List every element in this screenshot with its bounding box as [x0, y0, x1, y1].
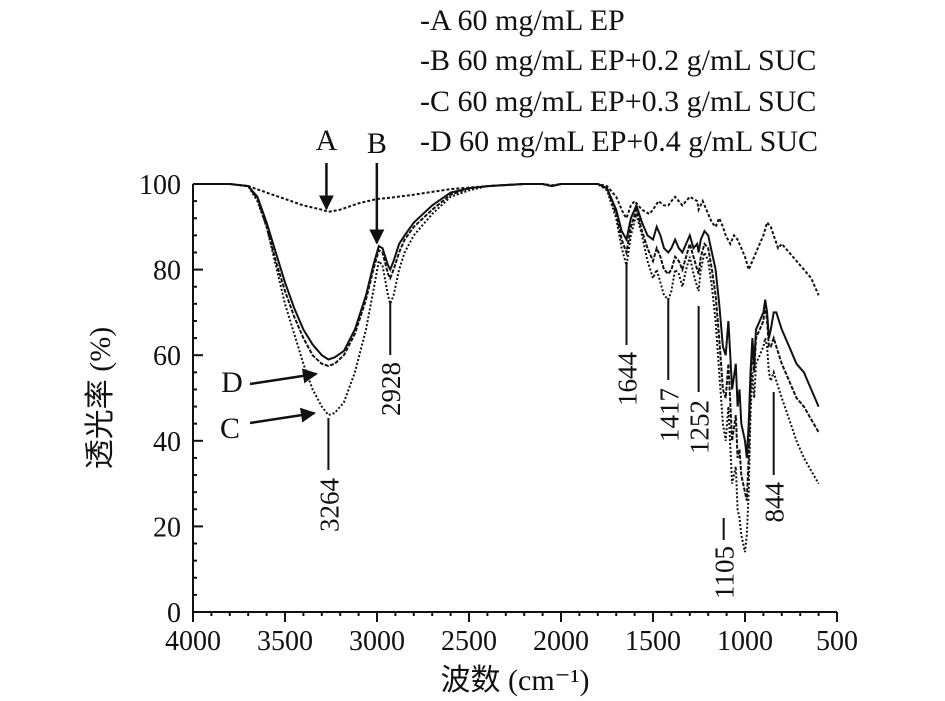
curve-label-d: D [221, 366, 243, 399]
arrow-d [249, 368, 318, 386]
curve-label-b: B [367, 127, 387, 160]
peak-label-1105: 1105 [710, 546, 740, 599]
curve-label-a: A [316, 124, 338, 157]
x-tick-label: 2500 [441, 626, 497, 657]
peak-label-1417: 1417 [654, 388, 684, 442]
y-tick-label: 100 [139, 170, 181, 201]
peak-label-1644: 1644 [613, 352, 643, 407]
series-line-d [193, 183, 820, 501]
curve-label-c: C [220, 412, 240, 445]
series-layer [193, 183, 820, 553]
peak-label-844: 844 [760, 482, 790, 523]
annotation-layer: A B DC 3264 2928 1644 1417 1252 1105 844 [220, 124, 790, 599]
legend-item-a: -A 60 mg/mL EP [420, 4, 625, 37]
y-tick-label: 80 [153, 256, 181, 287]
y-tick-label: 20 [153, 512, 181, 543]
y-tick-label: 0 [167, 598, 181, 629]
series-line-a [193, 183, 820, 296]
peak-label-2928: 2928 [376, 362, 406, 416]
legend-item-d: -D 60 mg/mL EP+0.4 g/mL SUC [420, 125, 819, 158]
x-axis-label: 波数 (cm⁻¹) [441, 664, 590, 697]
x-tick-label: 4000 [165, 626, 221, 657]
x-tick-label: 1500 [625, 626, 681, 657]
series-line-c [193, 183, 820, 553]
x-tick-label: 1000 [717, 626, 773, 657]
legend-item-b: -B 60 mg/mL EP+0.2 g/mL SUC [420, 44, 817, 77]
x-tick-label: 3500 [257, 626, 313, 657]
y-tick-label: 60 [153, 341, 181, 372]
y-tick-label: 40 [153, 427, 181, 458]
peak-label-1252: 1252 [685, 400, 715, 454]
x-tick-label: 2000 [533, 626, 589, 657]
x-tick-label: 3000 [349, 626, 405, 657]
legend-item-c: -C 60 mg/mL EP+0.3 g/mL SUC [420, 85, 817, 118]
arrow-c [249, 407, 316, 425]
y-axis-label: 透光率 (%) [84, 327, 117, 469]
x-tick-label: 500 [816, 626, 858, 657]
axes: 4000 3500 3000 2500 2000 1500 1000 500 0 20 40 60 80… [139, 170, 858, 657]
peak-label-3264: 3264 [314, 478, 344, 533]
